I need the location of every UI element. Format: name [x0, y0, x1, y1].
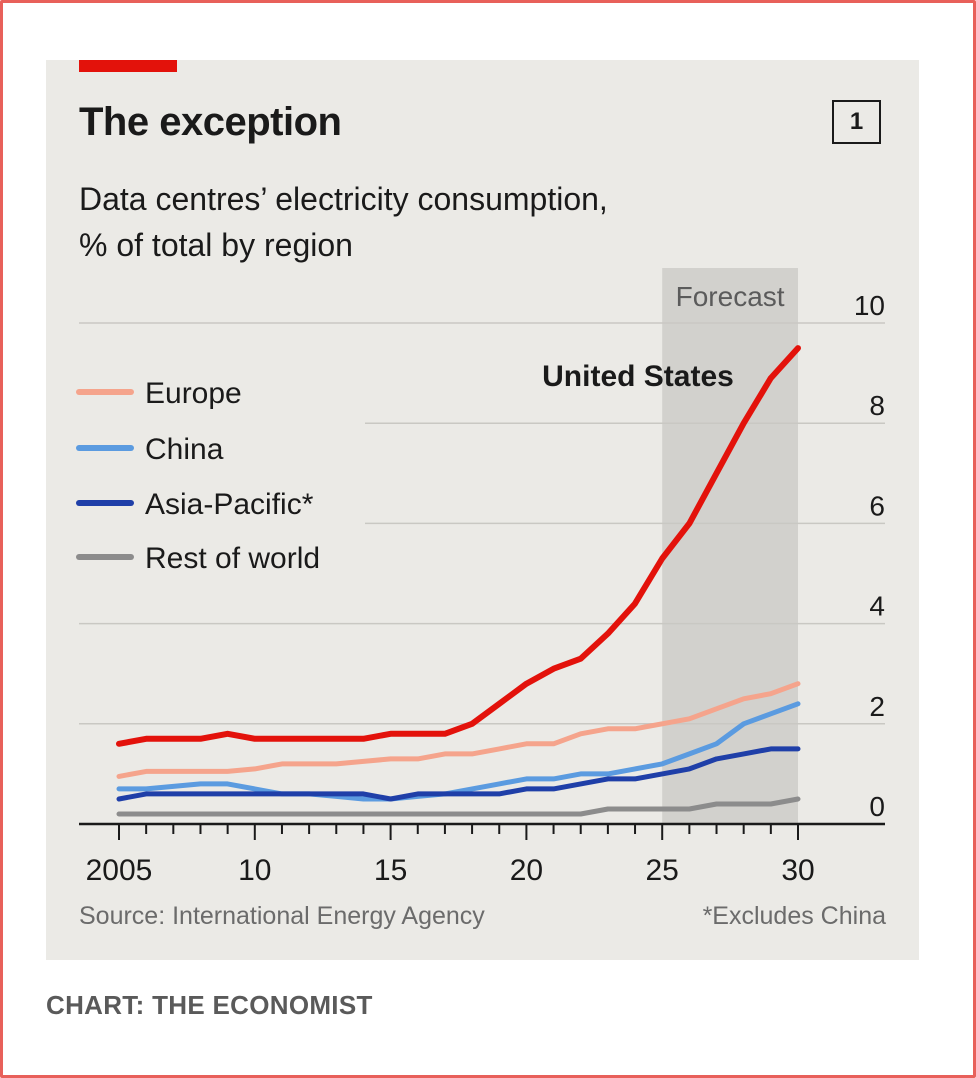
legend-label-europe: Europe — [145, 377, 242, 410]
y-tick-label: 4 — [869, 591, 885, 622]
forecast-band — [662, 268, 798, 824]
y-tick-label: 0 — [869, 791, 885, 822]
x-tick-label: 2005 — [86, 854, 153, 887]
y-tick-label: 8 — [869, 390, 885, 421]
forecast-label: Forecast — [676, 281, 785, 312]
series-line-asia-pacific — [116, 746, 801, 802]
chart-title: The exception — [79, 100, 342, 144]
y-tick-label: 6 — [869, 490, 885, 521]
brand-red-tab — [79, 60, 177, 72]
series-line-united-states — [116, 345, 801, 747]
chart-number-badge: 1 — [832, 100, 881, 144]
source-note: Source: International Energy Agency — [79, 902, 485, 930]
x-tick-label: 10 — [238, 854, 271, 887]
legend-label-china: China — [145, 433, 224, 466]
legend-label-asia-pacific: Asia-Pacific* — [145, 488, 314, 521]
series-line-rest-of-world — [116, 796, 801, 817]
y-tick-label: 2 — [869, 691, 885, 722]
y-tick-label: 10 — [854, 290, 885, 321]
x-tick-label: 15 — [374, 854, 407, 887]
subtitle-line-2: % of total by region — [79, 227, 353, 263]
x-tick-label: 30 — [781, 854, 814, 887]
x-tick-label: 20 — [510, 854, 543, 887]
footnote: *Excludes China — [702, 902, 886, 930]
chart-subtitle: Data centres’ electricity consumption, %… — [79, 176, 779, 268]
subtitle-line-1: Data centres’ electricity consumption, — [79, 181, 608, 217]
united-states-annotation: United States — [542, 360, 734, 393]
series-line-europe — [116, 681, 801, 779]
chart-credit: CHART: THE ECONOMIST — [46, 990, 373, 1020]
x-tick-label: 25 — [646, 854, 679, 887]
legend-label-rest-of-world: Rest of world — [145, 542, 320, 575]
